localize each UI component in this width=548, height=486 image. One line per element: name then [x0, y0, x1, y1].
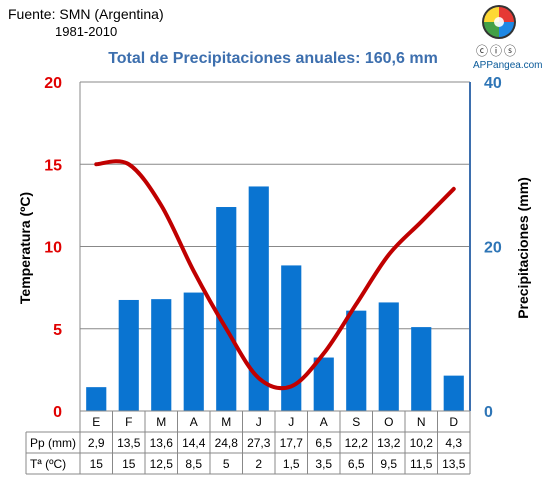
- precipitation-bar: [216, 207, 237, 411]
- table-cell: 6,5: [315, 436, 332, 450]
- left-tick-label: 5: [53, 322, 62, 339]
- table-cell: 1,5: [283, 457, 300, 471]
- right-axis-title: Precipitaciones (mm): [515, 177, 531, 319]
- table-cell: 2,9: [88, 436, 105, 450]
- table-cell: 27,3: [247, 436, 271, 450]
- precipitation-bar: [378, 302, 399, 411]
- month-label: F: [125, 415, 132, 429]
- precipitation-bar: [151, 299, 172, 411]
- precipitation-bar: [443, 375, 464, 411]
- appangea-logo-icon: [482, 5, 516, 39]
- left-tick-label: 15: [44, 157, 62, 174]
- table-cell: 4,3: [445, 436, 462, 450]
- precipitation-bar: [346, 310, 367, 411]
- table-cell: 10,2: [410, 436, 434, 450]
- right-tick-label: 40: [484, 75, 502, 92]
- month-label: O: [384, 415, 393, 429]
- month-label: M: [156, 415, 166, 429]
- month-label: J: [256, 415, 262, 429]
- table-row-label: Tª (ºC): [30, 457, 66, 471]
- table-cell: 13,5: [117, 436, 141, 450]
- table-cell: 8,5: [185, 457, 202, 471]
- table-cell: 13,2: [377, 436, 401, 450]
- precipitation-bar: [86, 387, 107, 411]
- left-tick-label: 10: [44, 240, 62, 257]
- brand-name: APPangea.com: [473, 60, 543, 71]
- table-cell: 13,5: [442, 457, 466, 471]
- table-cell: 5: [223, 457, 230, 471]
- month-label: E: [92, 415, 100, 429]
- source-label: Fuente: SMN (Argentina): [8, 6, 164, 22]
- month-label: J: [288, 415, 294, 429]
- precipitation-bar: [313, 357, 334, 411]
- month-label: D: [449, 415, 458, 429]
- table-cell: 6,5: [348, 457, 365, 471]
- table-cell: 14,4: [182, 436, 206, 450]
- precipitation-bar: [183, 292, 204, 411]
- left-tick-label: 0: [53, 404, 62, 421]
- table-cell: 13,6: [150, 436, 174, 450]
- left-axis-title: Temperatura (ºC): [17, 192, 33, 304]
- month-label: S: [352, 415, 360, 429]
- month-label: A: [190, 415, 198, 429]
- month-label: N: [417, 415, 426, 429]
- precipitation-bar: [411, 327, 432, 411]
- precipitation-bar: [248, 186, 269, 411]
- table-cell: 11,5: [410, 457, 433, 471]
- right-tick-label: 20: [484, 240, 502, 257]
- table-cell: 12,2: [345, 436, 369, 450]
- month-label: M: [221, 415, 231, 429]
- table-cell: 3,5: [315, 457, 332, 471]
- table-cell: 2: [255, 457, 262, 471]
- table-cell: 15: [122, 457, 136, 471]
- creative-commons-icon: ⓒⓘⓢ: [476, 44, 519, 58]
- period-label: 1981-2010: [55, 24, 118, 39]
- table-cell: 12,5: [150, 457, 174, 471]
- precipitation-bar: [281, 265, 302, 411]
- chart-title: Total de Precipitaciones anuales: 160,6 …: [108, 50, 438, 67]
- table-cell: 15: [90, 457, 104, 471]
- table-row-label: Pp (mm): [30, 436, 76, 450]
- right-tick-label: 0: [484, 404, 493, 421]
- table-cell: 17,7: [280, 436, 304, 450]
- month-label: A: [320, 415, 328, 429]
- table-cell: 9,5: [380, 457, 397, 471]
- left-tick-label: 20: [44, 75, 62, 92]
- precipitation-bar: [118, 299, 139, 411]
- temperature-line: [94, 159, 456, 391]
- table-cell: 24,8: [215, 436, 239, 450]
